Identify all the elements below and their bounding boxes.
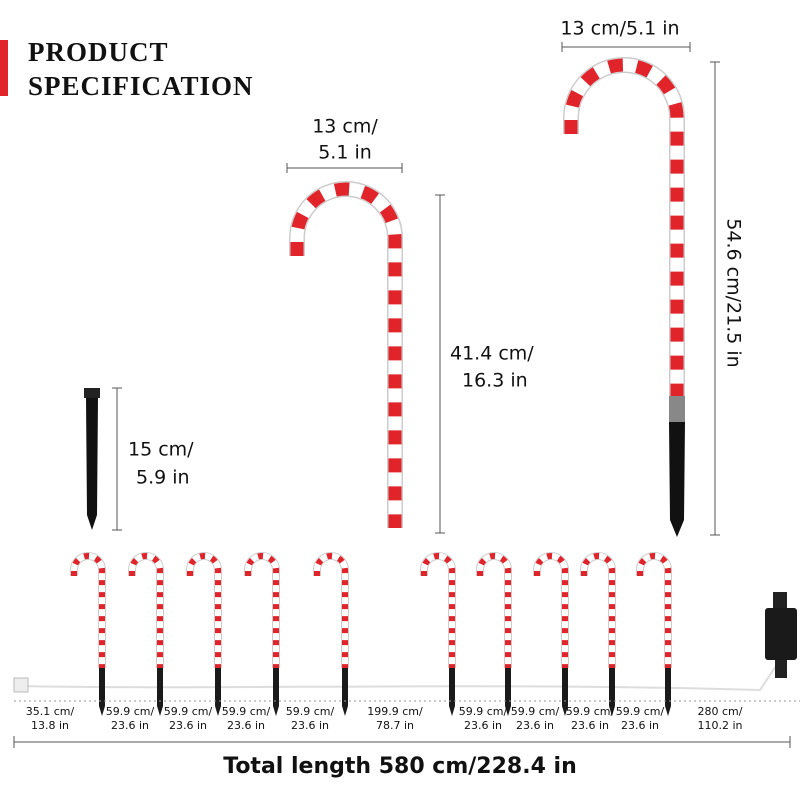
controller	[765, 592, 797, 678]
dimension-label: 54.6 cm/21.5 in	[723, 218, 745, 367]
spacing-label: 23.6 in	[516, 719, 554, 732]
dimension-label: 13 cm/5.1 in	[560, 18, 679, 40]
spacing-label: 59.9 cm/	[566, 705, 615, 718]
spacing-label: 59.9 cm/	[286, 705, 335, 718]
dimension-label: 13 cm/	[312, 116, 378, 138]
dimension-label: 5.1 in	[318, 142, 372, 164]
cane-row	[74, 556, 671, 716]
title: PRODUCT	[28, 37, 169, 67]
spacing-label: 23.6 in	[169, 719, 207, 732]
total-length: Total length 580 cm/228.4 in	[223, 754, 577, 779]
cane	[317, 556, 348, 716]
spacing-label: 35.1 cm/	[26, 705, 75, 718]
spacing-label: 59.9 cm/	[164, 705, 213, 718]
dimension-line	[112, 387, 122, 531]
cane	[480, 556, 511, 716]
cane	[289, 181, 403, 528]
spacing-label: 78.7 in	[376, 719, 414, 732]
dimension-label: 5.9 in	[136, 467, 190, 489]
dimension-line	[561, 42, 720, 536]
spacing-label: 23.6 in	[464, 719, 502, 732]
spacing-label: 59.9 cm/	[511, 705, 560, 718]
cane	[190, 556, 221, 716]
spacing-label: 23.6 in	[291, 719, 329, 732]
spacing-label: 59.9 cm/	[106, 705, 155, 718]
cane	[640, 556, 671, 716]
spacing-label: 199.9 cm/	[367, 705, 423, 718]
spacing-label: 23.6 in	[571, 719, 609, 732]
spacing-label: 110.2 in	[697, 719, 742, 732]
spacing-label: 59.9 cm/	[222, 705, 271, 718]
dimension-line	[286, 163, 445, 534]
spacing-label: 23.6 in	[227, 719, 265, 732]
spacing-label: 280 cm/	[698, 705, 743, 718]
cane	[248, 556, 279, 716]
cane	[584, 556, 615, 716]
dimension-label: 41.4 cm/	[450, 343, 534, 365]
dimension-label: 15 cm/	[128, 439, 194, 461]
cane	[132, 556, 163, 716]
cane	[563, 57, 685, 537]
cane	[537, 556, 568, 716]
spacing-label: 59.9 cm/	[616, 705, 665, 718]
spacing-label: 59.9 cm/	[459, 705, 508, 718]
plug	[13, 677, 29, 693]
spacing-label: 23.6 in	[621, 719, 659, 732]
cane	[74, 556, 105, 716]
dimension-label: 16.3 in	[462, 370, 528, 392]
spacing-label: 23.6 in	[111, 719, 149, 732]
dimension-line	[13, 736, 791, 748]
stake	[84, 388, 100, 530]
title-accent	[0, 40, 8, 96]
spacing-label: 13.8 in	[31, 719, 69, 732]
title: SPECIFICATION	[28, 71, 254, 101]
cane	[424, 556, 455, 716]
